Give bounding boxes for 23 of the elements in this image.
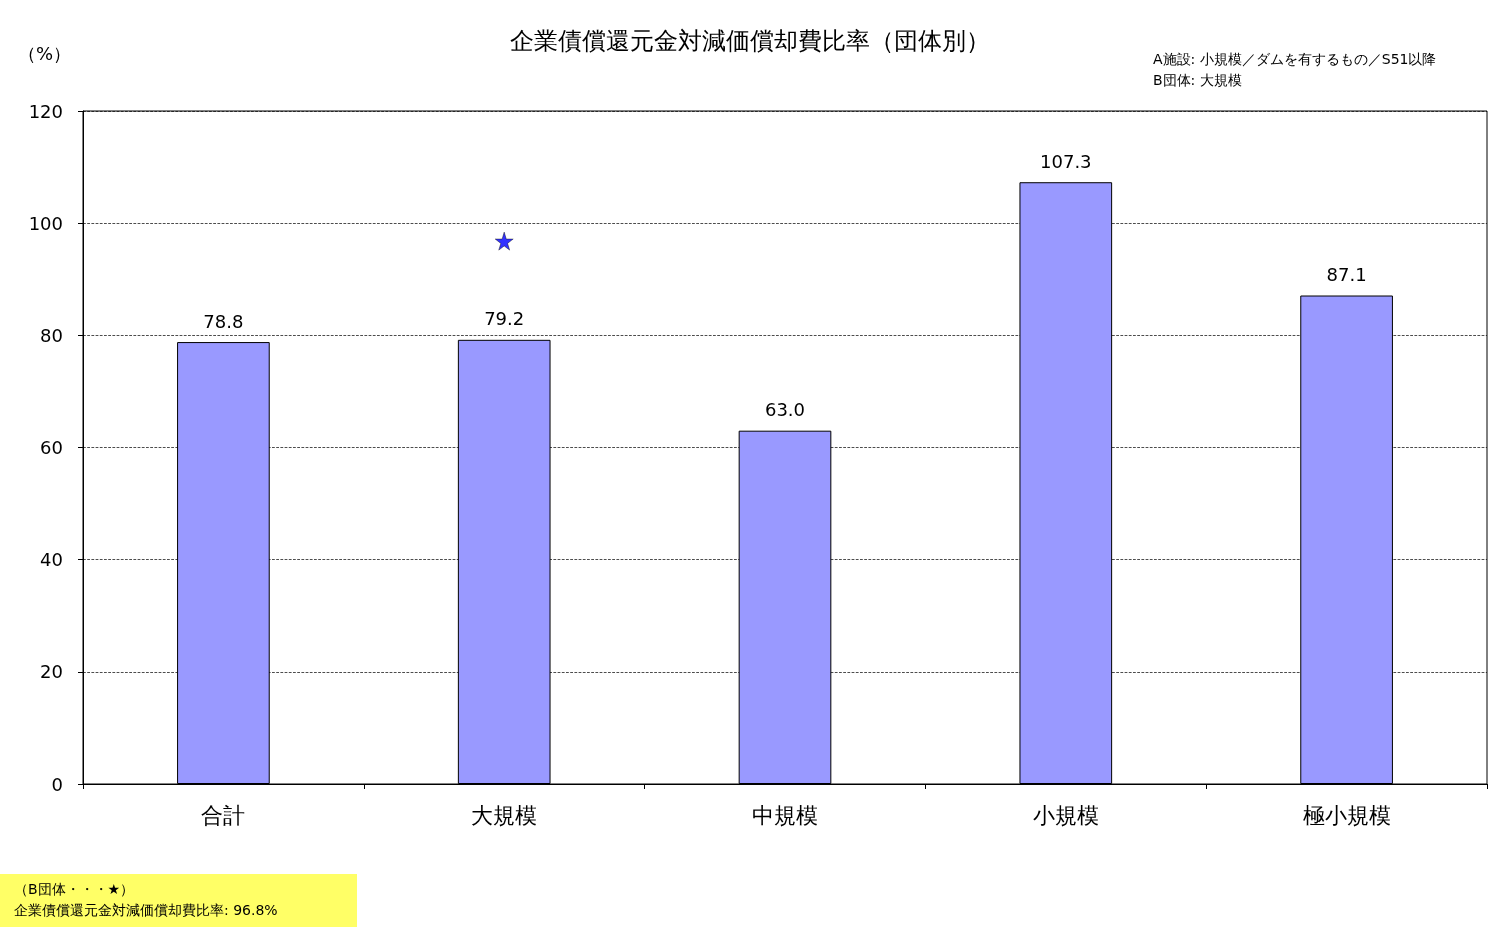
y-tick-label: 80 xyxy=(40,324,63,346)
chart-title: 企業債償還元金対減価償却費比率（団体別） xyxy=(509,27,990,55)
y-tick-label: 0 xyxy=(51,773,63,795)
y-tick-label: 120 xyxy=(28,100,63,122)
data-label: 79.2 xyxy=(484,308,525,330)
text: A施設: 小規模／ダムを有するもの／S51以降 xyxy=(1153,51,1437,67)
text: （B団体・・・★） xyxy=(14,881,135,897)
x-tick-label: 大規模 xyxy=(471,802,538,828)
y-tick-label: 60 xyxy=(40,437,63,458)
x-tick-label: 小規模 xyxy=(1032,802,1099,828)
data-label: 78.8 xyxy=(203,310,244,332)
data-label: 87.1 xyxy=(1326,264,1367,286)
text: B団体: 大規模 xyxy=(1153,72,1242,88)
data-label: 107.3 xyxy=(1040,150,1092,172)
x-tick-label: 極小規模 xyxy=(1302,802,1391,828)
y-tick-label: 20 xyxy=(40,661,63,683)
data-label: 63.0 xyxy=(764,399,806,421)
y-axis-title: （%） xyxy=(18,42,72,64)
x-tick-label: 中規模 xyxy=(752,802,818,828)
y-tick-label: 100 xyxy=(28,212,63,234)
text: 企業債償還元金対減価償却費比率: 96.8% xyxy=(14,902,278,918)
y-tick-label: 40 xyxy=(40,549,63,571)
x-tick-label: 合計 xyxy=(201,802,246,828)
